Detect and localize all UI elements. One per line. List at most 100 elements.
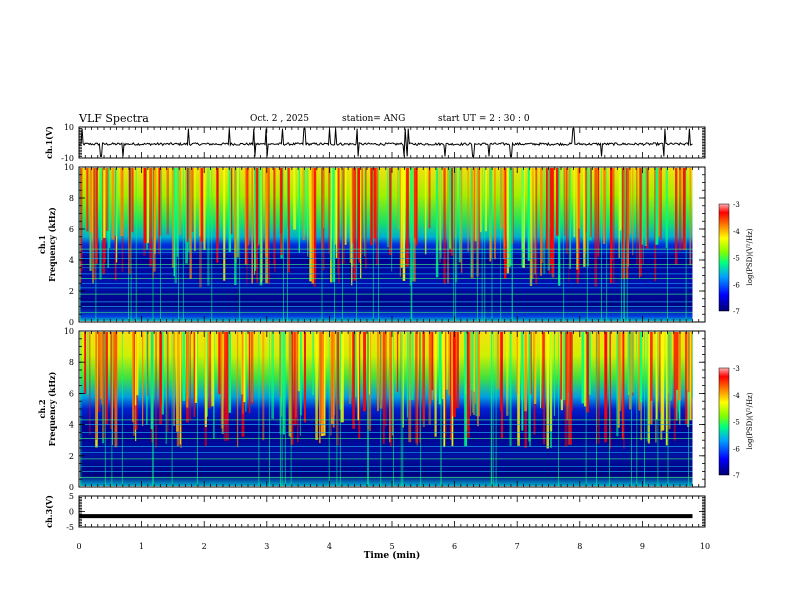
ch2-emission-streak xyxy=(315,332,318,440)
ch1-emission-streak xyxy=(409,168,412,286)
ch2-emission-streak xyxy=(165,332,168,444)
ch1-emission-streak xyxy=(200,168,204,242)
ch1-emission-streak xyxy=(103,168,106,238)
ch2-emission-streak xyxy=(297,332,300,392)
ch2-emission-streak xyxy=(509,332,512,446)
ch1-waveform-y-axis-label: ch.1(V) xyxy=(44,126,54,159)
ch2-emission-streak xyxy=(685,332,688,424)
ch1-emission-streak xyxy=(329,168,331,262)
ch2-emission-streak xyxy=(667,332,670,394)
ch1-blank-region xyxy=(692,168,693,321)
ch1-emission-streak xyxy=(176,168,179,257)
ch2-emission-streak xyxy=(211,332,215,407)
ch2-emission-streak xyxy=(295,332,297,418)
ch1-spectrogram-y-tick-label: 6 xyxy=(69,225,74,234)
ch2-emission-streak xyxy=(133,332,135,410)
ch2-emission-streak xyxy=(411,332,414,401)
ch2-emission-streak xyxy=(656,332,658,420)
ch1-emission-streak xyxy=(223,168,226,281)
ch1-emission-streak xyxy=(86,168,89,232)
ch2-emission-streak xyxy=(609,332,611,449)
ch1-emission-streak xyxy=(173,168,176,277)
ch1-emission-streak xyxy=(143,168,147,244)
ch2-spectrogram-y-axis-label: ch.2Frequency (kHz) xyxy=(37,371,57,446)
ch2-emission-streak xyxy=(466,332,470,438)
ch2-emission-streak xyxy=(102,332,106,440)
ch1-emission-streak xyxy=(267,168,270,285)
ch2-emission-streak xyxy=(668,332,671,430)
ch2-emission-streak xyxy=(616,332,619,437)
ch2-emission-streak xyxy=(142,332,144,426)
ch1-emission-streak xyxy=(453,168,455,272)
ch2-emission-streak xyxy=(529,332,531,447)
ch2-emission-streak xyxy=(337,332,340,405)
x-tick-label: 4 xyxy=(327,542,332,551)
ch1-emission-streak xyxy=(566,168,568,254)
ch1-spectrogram-y-tick-label: 8 xyxy=(69,194,74,203)
ch1-emission-streak xyxy=(341,168,345,264)
ch2-emission-streak xyxy=(500,332,503,438)
ch1-emission-streak xyxy=(93,168,96,280)
ch2-emission-streak xyxy=(112,332,113,445)
axis-ticks xyxy=(78,126,706,528)
ch1-emission-streak xyxy=(636,168,638,265)
ch1-emission-streak xyxy=(311,168,314,284)
ch2-emission-streak xyxy=(262,332,265,441)
ch2-emission-streak xyxy=(224,332,227,426)
ch1-emission-streak xyxy=(549,168,553,266)
ch2-emission-streak xyxy=(631,332,633,393)
ch2-emission-streak xyxy=(469,332,472,416)
ch2-emission-streak xyxy=(661,332,665,431)
ch2-emission-streak xyxy=(428,332,431,426)
ch2-emission-streak xyxy=(271,332,274,419)
ch2-emission-streak xyxy=(660,332,663,440)
ch1-emission-streak xyxy=(130,168,134,233)
ch2-emission-streak xyxy=(540,332,542,409)
ch2-emission-streak xyxy=(673,332,677,409)
ch1-emission-streak xyxy=(230,168,233,234)
ch1-emission-streak xyxy=(80,168,82,284)
ch1-emission-streak xyxy=(372,168,376,239)
ch1-emission-streak xyxy=(313,168,316,287)
ch2-emission-streak xyxy=(639,332,643,403)
ch1-emission-streak xyxy=(114,168,118,236)
ch2-emission-streak xyxy=(623,332,625,449)
x-axis-label: Time (min) xyxy=(364,550,421,561)
ch2-emission-streak xyxy=(208,332,212,409)
ch2-emission-streak xyxy=(521,332,524,401)
ch1-spectrogram-y-tick-label: 4 xyxy=(69,256,74,265)
ch2-emission-streak xyxy=(245,332,247,412)
ch2-emission-streak xyxy=(243,332,246,403)
ch2-emission-streak xyxy=(218,332,221,395)
ch1-emission-streak xyxy=(659,168,662,240)
ch2-emission-streak xyxy=(110,332,113,430)
ch1-emission-streak xyxy=(185,168,189,264)
ch2-emission-streak xyxy=(180,332,182,448)
ch1-emission-streak xyxy=(632,168,634,256)
ch1-emission-streak xyxy=(477,168,481,249)
ch1-emission-streak xyxy=(655,168,659,245)
ch1-colorbar-tick-label: -6 xyxy=(733,281,740,289)
ch2-emission-streak xyxy=(189,332,191,421)
ch2-emission-streak xyxy=(132,332,134,423)
ch1-emission-streak xyxy=(191,168,194,232)
ch2-emission-streak xyxy=(331,332,334,419)
ch1-emission-streak xyxy=(547,168,550,271)
ch2-emission-streak xyxy=(549,332,553,432)
ch2-emission-streak xyxy=(406,332,408,418)
ch2-emission-streak xyxy=(478,332,480,417)
ch1-emission-streak xyxy=(89,168,92,271)
ch1-emission-streak xyxy=(563,168,566,237)
ch1-emission-streak xyxy=(80,168,83,272)
ch2-emission-streak xyxy=(312,332,314,396)
ch1-emission-streak xyxy=(158,168,162,236)
ch1-emission-streak xyxy=(306,168,309,231)
ch1-emission-streak xyxy=(644,168,647,246)
ch1-emission-streak xyxy=(645,168,649,249)
ch1-emission-streak xyxy=(254,168,256,271)
ch2-emission-streak xyxy=(136,332,139,396)
ch1-colorbar xyxy=(718,203,730,312)
ch2-emission-streak xyxy=(84,332,87,394)
ch2-colorbar-tick-label: -3 xyxy=(733,365,740,373)
ch2-emission-streak xyxy=(443,332,446,448)
